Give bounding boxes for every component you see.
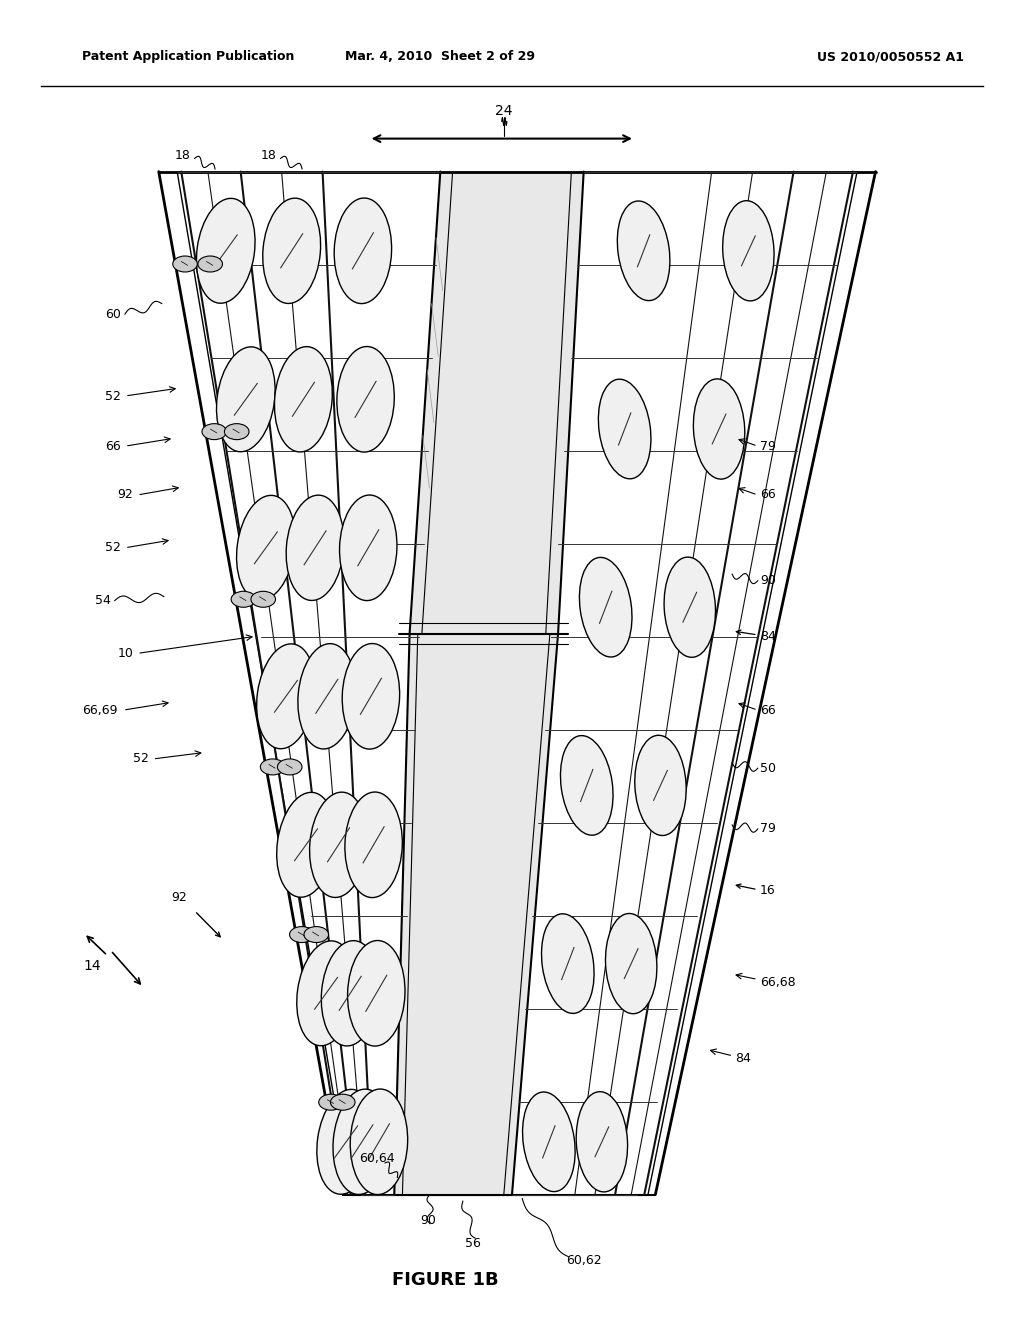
Text: 66: 66 (105, 440, 121, 453)
Text: 90: 90 (420, 1214, 436, 1228)
Ellipse shape (197, 198, 255, 304)
Ellipse shape (231, 591, 256, 607)
Ellipse shape (635, 735, 686, 836)
Text: 18: 18 (174, 149, 190, 162)
Ellipse shape (665, 557, 716, 657)
Ellipse shape (522, 1092, 575, 1192)
Ellipse shape (617, 201, 670, 301)
Polygon shape (410, 172, 584, 634)
Ellipse shape (580, 557, 632, 657)
Text: 50: 50 (760, 762, 776, 775)
Text: 24: 24 (495, 104, 513, 117)
Ellipse shape (309, 792, 368, 898)
Ellipse shape (693, 379, 744, 479)
Text: 60,62: 60,62 (566, 1254, 601, 1267)
Text: 66: 66 (760, 704, 775, 717)
Text: 66,68: 66,68 (760, 975, 796, 989)
Ellipse shape (342, 644, 399, 748)
Ellipse shape (723, 201, 774, 301)
Text: 52: 52 (132, 752, 148, 766)
Text: 60,64: 60,64 (359, 1152, 394, 1166)
Ellipse shape (276, 792, 335, 898)
Ellipse shape (316, 1089, 376, 1195)
Polygon shape (394, 634, 558, 1195)
Text: FIGURE 1B: FIGURE 1B (392, 1271, 499, 1290)
Ellipse shape (345, 792, 402, 898)
Text: 92: 92 (171, 891, 187, 904)
Text: Patent Application Publication: Patent Application Publication (82, 50, 294, 63)
Ellipse shape (297, 941, 355, 1045)
Ellipse shape (263, 198, 321, 304)
Ellipse shape (334, 198, 391, 304)
Ellipse shape (224, 424, 249, 440)
Ellipse shape (198, 256, 222, 272)
Text: 90: 90 (760, 574, 776, 587)
Text: 56: 56 (465, 1237, 481, 1250)
Ellipse shape (350, 1089, 408, 1195)
Text: 14: 14 (83, 960, 101, 973)
Ellipse shape (290, 927, 314, 942)
Text: 79: 79 (760, 822, 776, 836)
Ellipse shape (318, 1094, 343, 1110)
Ellipse shape (304, 927, 329, 942)
Text: US 2010/0050552 A1: US 2010/0050552 A1 (817, 50, 965, 63)
Text: 84: 84 (760, 630, 776, 643)
Ellipse shape (333, 1089, 391, 1195)
Text: 16: 16 (760, 884, 775, 898)
Text: 66: 66 (760, 488, 775, 502)
Text: 10: 10 (117, 647, 133, 660)
Ellipse shape (278, 759, 302, 775)
Ellipse shape (216, 347, 275, 451)
Ellipse shape (322, 941, 379, 1045)
Ellipse shape (331, 1094, 355, 1110)
Text: 66,69: 66,69 (82, 704, 118, 717)
Ellipse shape (542, 913, 594, 1014)
Ellipse shape (347, 941, 404, 1045)
Text: 54: 54 (94, 594, 111, 607)
Text: 18: 18 (260, 149, 276, 162)
Ellipse shape (560, 735, 613, 836)
Text: 79: 79 (760, 440, 776, 453)
Ellipse shape (173, 256, 198, 272)
Ellipse shape (577, 1092, 628, 1192)
Ellipse shape (274, 347, 333, 451)
Text: 52: 52 (104, 389, 121, 403)
Text: 84: 84 (735, 1052, 752, 1065)
Ellipse shape (251, 591, 275, 607)
Ellipse shape (337, 347, 394, 451)
Ellipse shape (286, 495, 344, 601)
Ellipse shape (237, 495, 295, 601)
Ellipse shape (298, 644, 355, 748)
Text: Mar. 4, 2010  Sheet 2 of 29: Mar. 4, 2010 Sheet 2 of 29 (345, 50, 536, 63)
Ellipse shape (598, 379, 651, 479)
Text: 52: 52 (104, 541, 121, 554)
Ellipse shape (260, 759, 285, 775)
Text: 60: 60 (104, 308, 121, 321)
Ellipse shape (605, 913, 656, 1014)
Ellipse shape (257, 644, 315, 748)
Text: 92: 92 (118, 488, 133, 502)
Ellipse shape (340, 495, 397, 601)
Ellipse shape (202, 424, 226, 440)
